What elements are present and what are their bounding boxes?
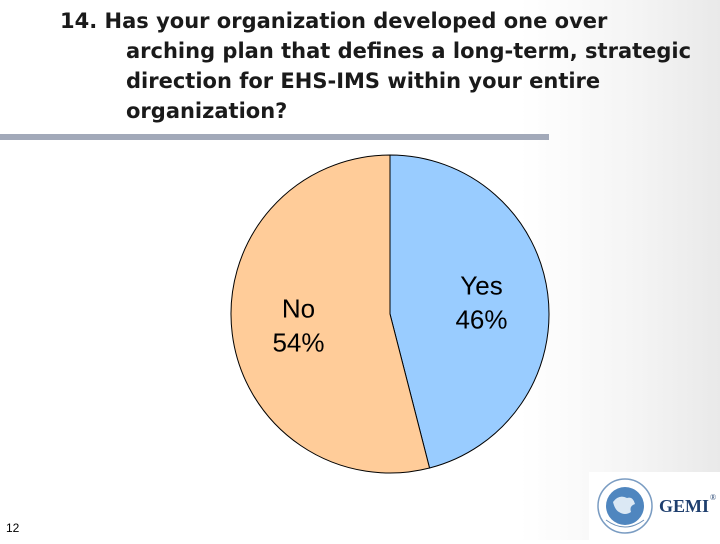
- pie-slice-no: [230, 154, 431, 474]
- pie-slice-yes: [389, 154, 550, 469]
- logo-text: GEMI: [659, 496, 709, 516]
- title-line-3: direction for EHS-IMS within your entire: [126, 69, 601, 93]
- logo-registered-mark: ®: [710, 493, 716, 502]
- title-line-2: arching plan that defines a long-term, s…: [126, 39, 692, 63]
- gemi-logo: GEMI ®: [589, 472, 720, 540]
- globe-laurel: [605, 519, 645, 528]
- title-line-1: 14. Has your organization developed one …: [60, 6, 710, 36]
- slide-title: 14. Has your organization developed one …: [60, 6, 710, 126]
- title-line-4: organization?: [126, 99, 288, 123]
- page-number: 12: [6, 521, 20, 535]
- pie-label-no: No: [282, 294, 315, 324]
- slide-background-gradient: [520, 0, 720, 540]
- pie-label-yes: Yes: [460, 270, 502, 300]
- pie-value-yes: 46%: [455, 304, 507, 334]
- title-underline-rule: [0, 134, 549, 140]
- title-number: 14.: [60, 9, 98, 33]
- gemi-logo-graphic: GEMI ®: [597, 478, 716, 534]
- globe-land-shape: [613, 496, 635, 514]
- pie-value-no: 54%: [272, 328, 324, 358]
- title-line-1-text: Has your organization developed one over: [104, 9, 608, 33]
